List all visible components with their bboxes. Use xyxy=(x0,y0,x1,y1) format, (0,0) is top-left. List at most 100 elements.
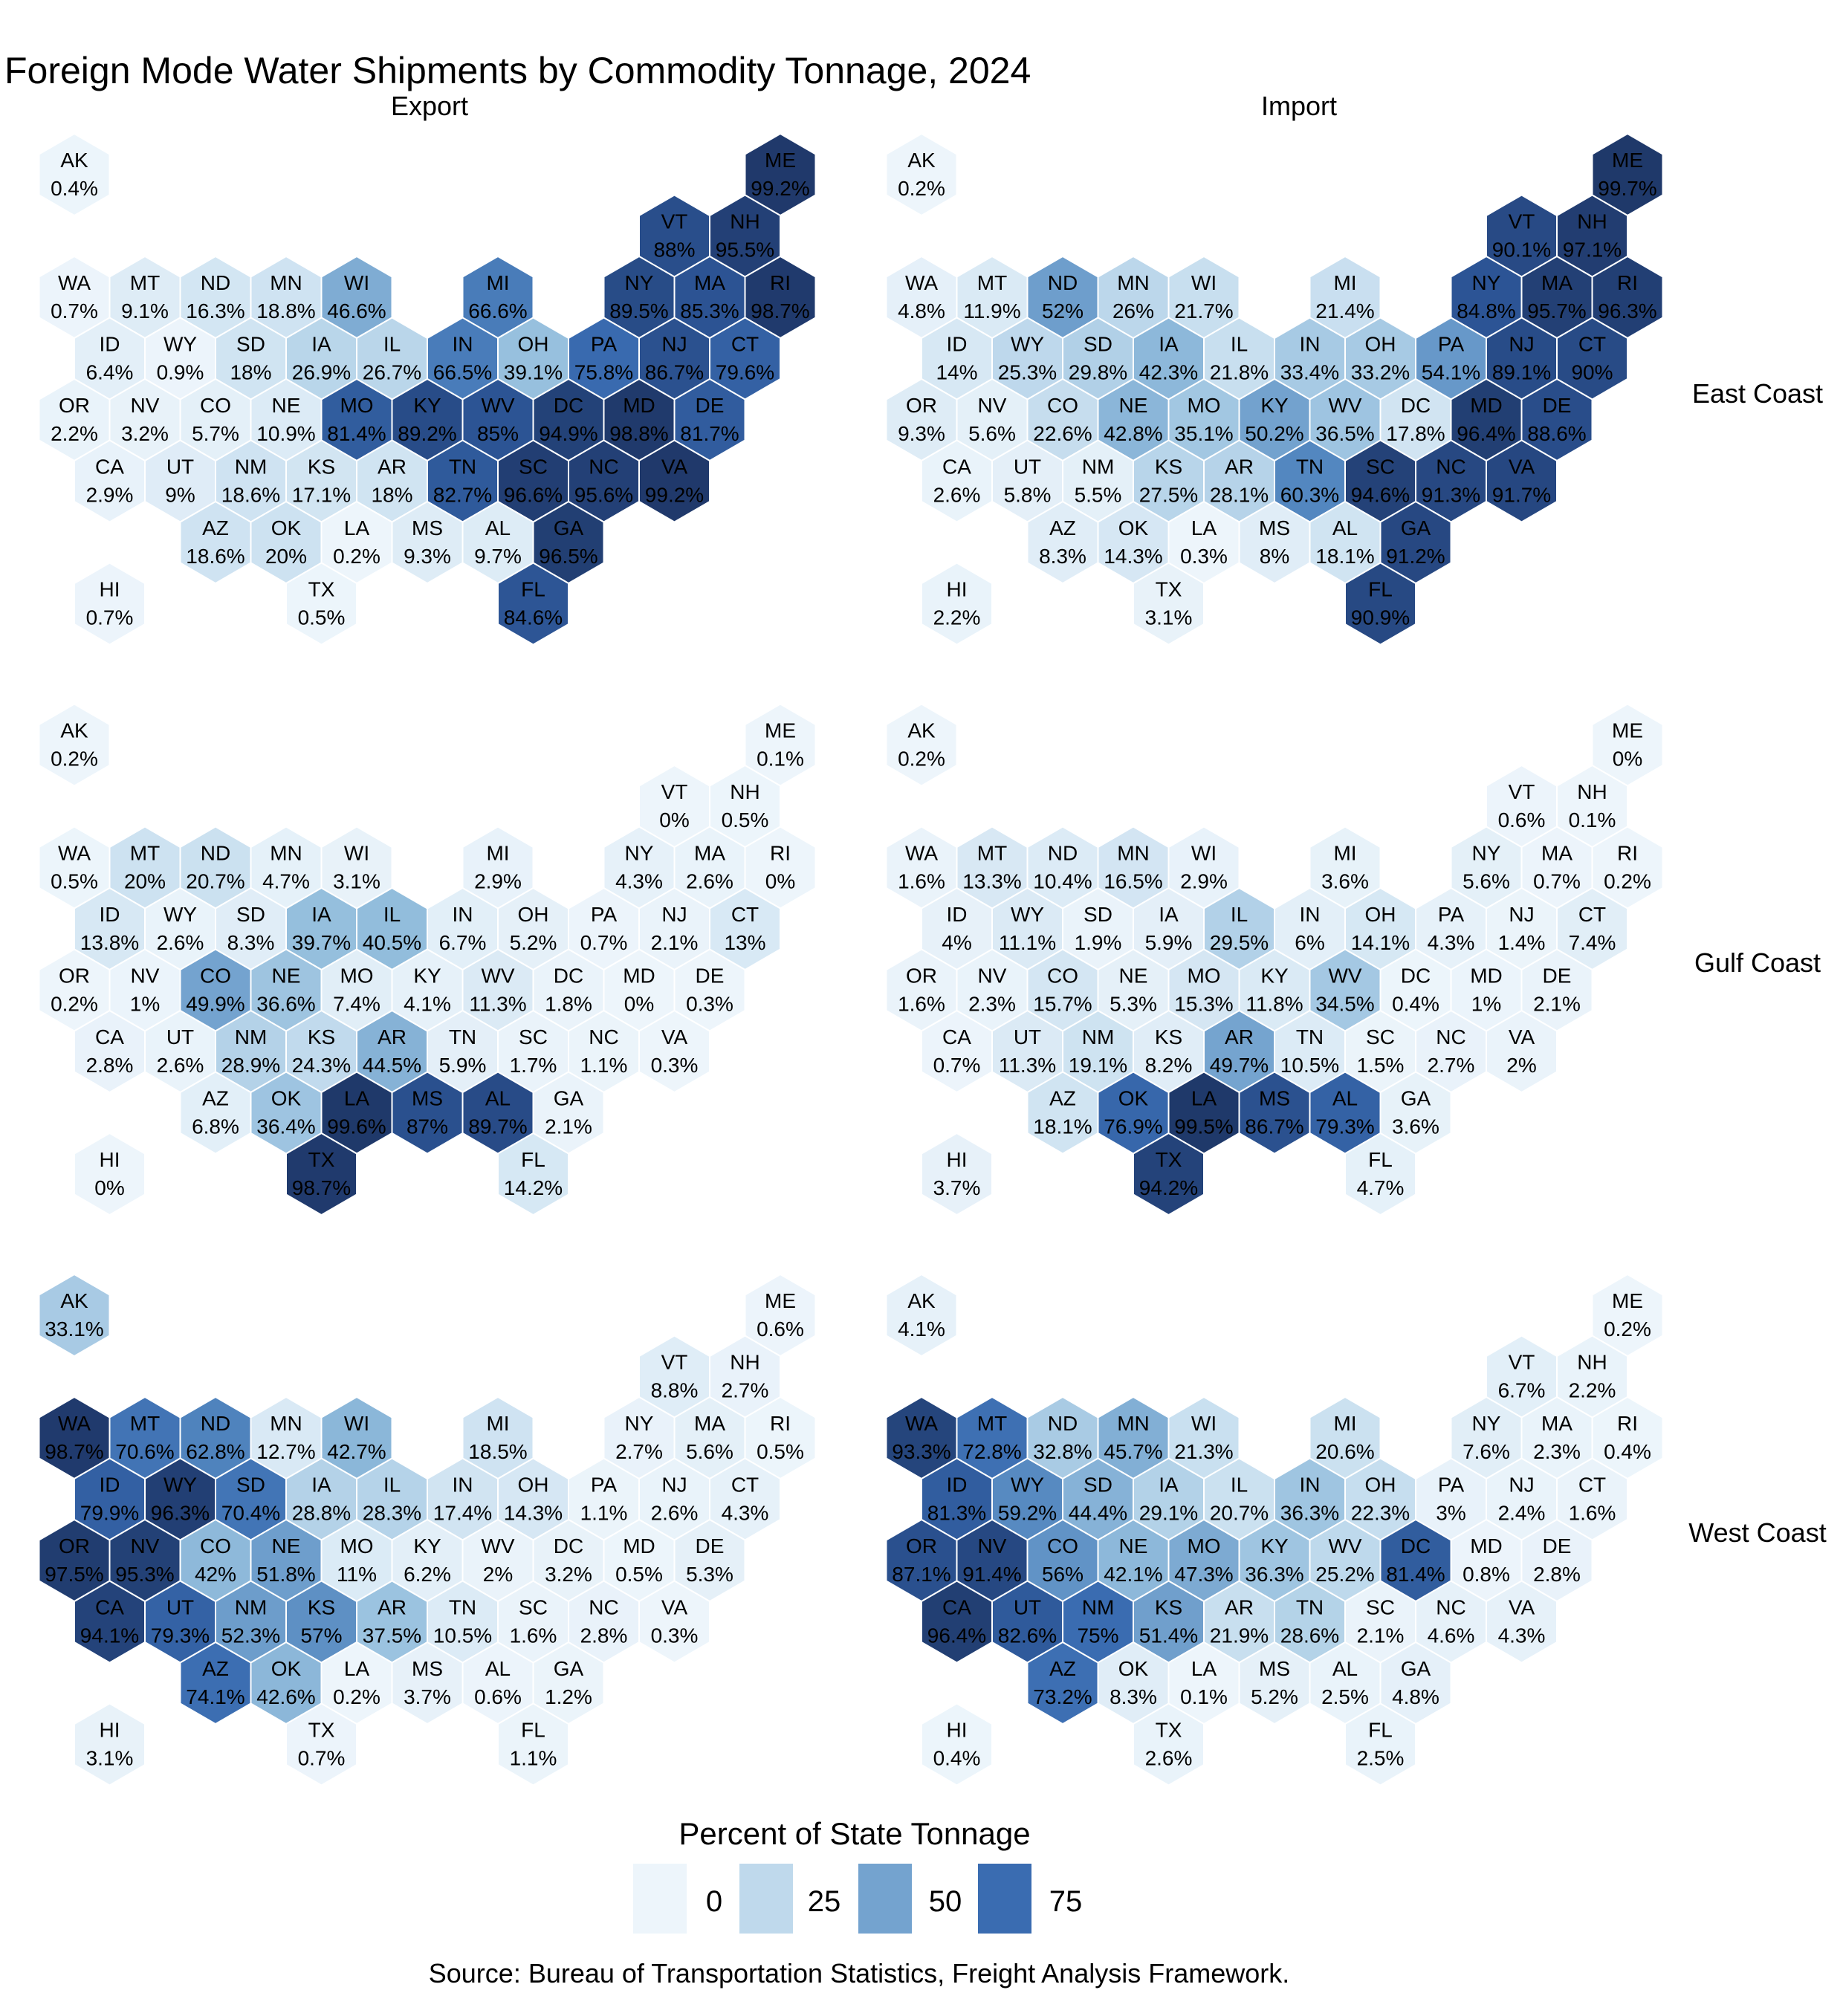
state-value-hi: 2.2% xyxy=(933,606,981,629)
state-value-az: 18.1% xyxy=(1033,1115,1092,1138)
state-value-ut: 11.3% xyxy=(999,1054,1056,1077)
state-abbr-ma: MA xyxy=(694,1412,725,1435)
state-value-ok: 20% xyxy=(265,545,307,568)
state-abbr-id: ID xyxy=(100,903,120,926)
hex-tile-ks: KS 51.4% xyxy=(1133,1580,1205,1664)
hex-tile-az: AZ 8.3% xyxy=(1026,500,1099,585)
state-value-wi: 3.1% xyxy=(333,870,380,893)
state-value-oh: 33.2% xyxy=(1351,361,1410,384)
row-label-east-coast: East Coast xyxy=(1692,378,1823,409)
hex-tile-az: AZ 18.6% xyxy=(179,500,252,585)
state-abbr-ok: OK xyxy=(271,1087,302,1110)
state-abbr-de: DE xyxy=(696,394,725,417)
state-abbr-me: ME xyxy=(1612,719,1643,742)
state-abbr-ga: GA xyxy=(1401,1087,1431,1110)
state-value-la: 0.1% xyxy=(1180,1685,1228,1708)
state-abbr-nc: NC xyxy=(589,1596,618,1619)
state-value-va: 4.3% xyxy=(1498,1624,1546,1647)
state-value-ia: 5.9% xyxy=(1145,931,1193,954)
hex-panels: AK 0.4% ME 99.2% VT 88% NH 95.5% WA 0.7% MT 9.1% ND 1… xyxy=(38,132,1664,1786)
state-value-pa: 4.3% xyxy=(1428,931,1475,954)
hex-tile-ms: MS 9.3% xyxy=(391,500,464,585)
hex-shape-hi xyxy=(921,562,993,646)
state-value-wi: 46.6% xyxy=(327,299,386,323)
state-abbr-ne: NE xyxy=(272,394,301,417)
state-abbr-sc: SC xyxy=(1366,1025,1395,1048)
chart-title: Foreign Mode Water Shipments by Commodit… xyxy=(4,50,1031,91)
state-abbr-ms: MS xyxy=(1259,1087,1290,1110)
hex-tile-ne: NE 42.8% xyxy=(1097,377,1170,462)
hex-tile-de: DE 81.7% xyxy=(673,377,746,462)
hex-tile-ga: GA 91.2% xyxy=(1379,500,1452,585)
state-abbr-al: AL xyxy=(485,1087,511,1110)
state-abbr-ar: AR xyxy=(378,1025,407,1048)
state-abbr-mt: MT xyxy=(977,1412,1007,1435)
state-abbr-mi: MI xyxy=(1333,842,1356,865)
hex-tile-ri: RI 0% xyxy=(744,826,817,910)
state-value-ak: 33.1% xyxy=(45,1317,103,1341)
state-value-ne: 36.6% xyxy=(256,993,315,1016)
state-value-nd: 10.4% xyxy=(1033,870,1092,893)
state-value-md: 1% xyxy=(1471,993,1501,1016)
state-value-la: 0.2% xyxy=(333,1685,380,1708)
hex-tile-co: CO 22.6% xyxy=(1026,377,1099,462)
state-abbr-ia: IA xyxy=(311,333,331,356)
state-abbr-wy: WY xyxy=(163,1474,197,1497)
state-value-fl: 1.1% xyxy=(510,1747,557,1770)
state-abbr-nj: NJ xyxy=(1509,333,1534,356)
state-abbr-mn: MN xyxy=(1117,1412,1150,1435)
panel-export-east-coast: AK 0.4% ME 99.2% VT 88% NH 95.5% WA 0.7% MT 9.1% ND 1… xyxy=(38,132,817,646)
state-abbr-nv: NV xyxy=(131,1534,160,1558)
state-abbr-ia: IA xyxy=(1159,1474,1179,1497)
state-value-nd: 20.7% xyxy=(186,870,244,893)
state-abbr-vt: VT xyxy=(661,1351,688,1374)
state-value-mi: 66.6% xyxy=(468,299,527,323)
hex-tile-ny: NY 4.3% xyxy=(603,826,676,910)
state-abbr-tx: TX xyxy=(1156,578,1182,601)
state-value-in: 6.7% xyxy=(439,931,487,954)
state-value-vt: 88% xyxy=(653,239,695,262)
state-abbr-nc: NC xyxy=(1436,1596,1465,1619)
state-abbr-wi: WI xyxy=(344,271,369,294)
state-value-md: 98.8% xyxy=(609,422,668,445)
state-value-wv: 2% xyxy=(483,1563,513,1586)
state-abbr-wa: WA xyxy=(58,842,91,865)
state-abbr-ar: AR xyxy=(1225,1025,1254,1048)
hex-tile-ia: IA 28.8% xyxy=(285,1457,357,1541)
hex-tile-nc: NC 4.6% xyxy=(1415,1580,1487,1664)
hex-tile-vt: VT 88% xyxy=(638,194,710,278)
state-abbr-or: OR xyxy=(59,1534,90,1558)
hex-tile-az: AZ 73.2% xyxy=(1026,1641,1099,1725)
state-value-va: 2% xyxy=(1506,1054,1536,1077)
state-abbr-mn: MN xyxy=(1117,271,1150,294)
hex-tile-tn: TN 5.9% xyxy=(427,1009,499,1094)
state-value-ok: 14.3% xyxy=(1104,545,1162,568)
state-value-la: 99.5% xyxy=(1174,1115,1233,1138)
state-value-nj: 89.1% xyxy=(1492,361,1551,384)
hex-tile-ok: OK 42.6% xyxy=(250,1641,323,1725)
hex-tile-va: VA 4.3% xyxy=(1486,1580,1558,1664)
state-value-ar: 21.9% xyxy=(1210,1624,1269,1647)
hex-tile-hi: HI 2.2% xyxy=(921,562,993,646)
state-abbr-mi: MI xyxy=(486,271,509,294)
hex-tile-nd: ND 16.3% xyxy=(179,255,252,340)
state-value-ks: 27.5% xyxy=(1139,484,1198,507)
state-value-me: 0.6% xyxy=(757,1317,804,1341)
hex-tile-nm: NM 18.6% xyxy=(215,439,287,523)
hex-shape-tx xyxy=(285,1132,357,1216)
state-value-de: 2.8% xyxy=(1533,1563,1581,1586)
hex-tile-fl: FL 1.1% xyxy=(497,1702,569,1786)
state-value-fl: 2.5% xyxy=(1357,1747,1405,1770)
state-abbr-id: ID xyxy=(947,903,968,926)
state-abbr-ar: AR xyxy=(1225,456,1254,479)
state-abbr-mn: MN xyxy=(270,1412,302,1435)
state-abbr-la: LA xyxy=(1191,1657,1217,1680)
state-abbr-de: DE xyxy=(696,965,725,988)
state-value-ma: 2.6% xyxy=(686,870,733,893)
state-abbr-ma: MA xyxy=(694,842,725,865)
hex-tile-nj: NJ 2.4% xyxy=(1486,1457,1558,1541)
state-abbr-la: LA xyxy=(1191,516,1217,539)
state-value-ms: 3.7% xyxy=(404,1685,451,1708)
state-value-az: 74.1% xyxy=(186,1685,244,1708)
hex-tile-id: ID 81.3% xyxy=(921,1457,993,1541)
